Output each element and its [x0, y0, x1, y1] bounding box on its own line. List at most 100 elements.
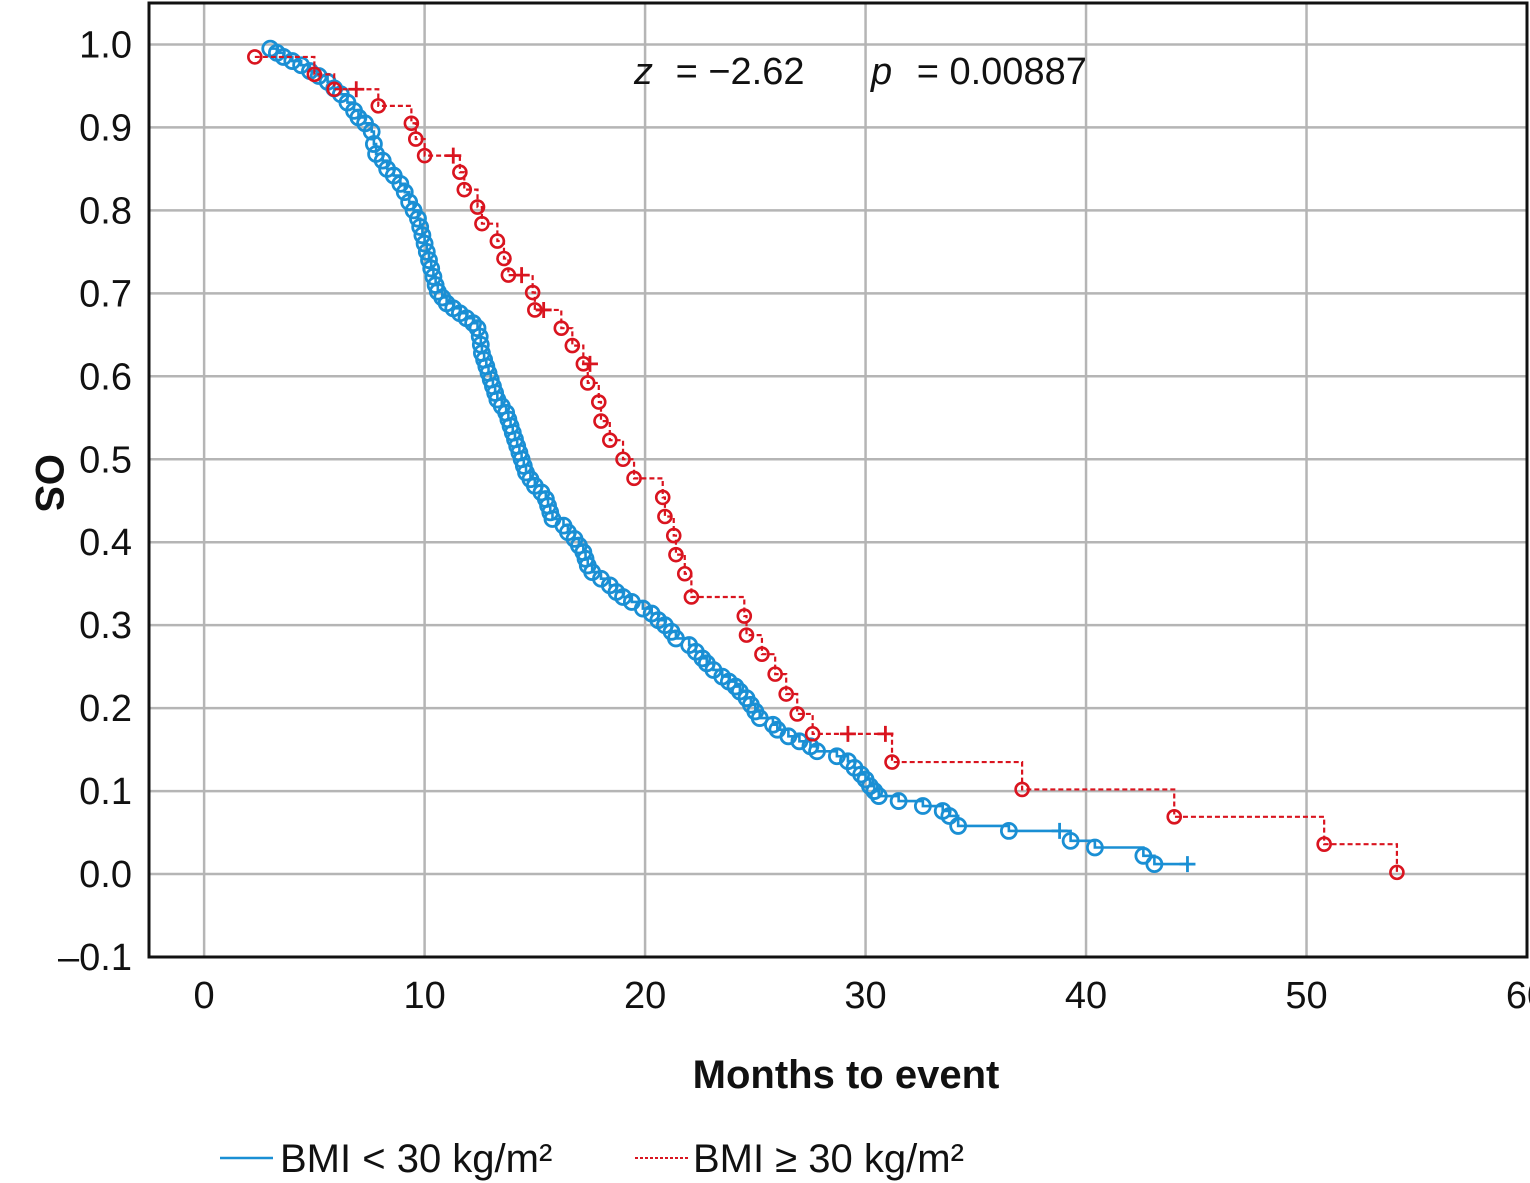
censor-marker [445, 147, 462, 164]
x-tick-label: 40 [1065, 975, 1107, 1017]
plot-frame [147, 1, 1529, 959]
event-marker [884, 754, 900, 770]
event-marker [808, 742, 826, 761]
event-marker [668, 546, 684, 563]
censor-marker [1179, 856, 1196, 873]
event-marker [415, 234, 434, 253]
x-tick-label: 50 [1285, 975, 1327, 1017]
event-marker [422, 259, 441, 278]
event-marker [789, 706, 806, 722]
x-tick-label: 10 [403, 975, 445, 1017]
event-marker [416, 147, 433, 164]
y-tick-label: 0.1 [79, 771, 132, 813]
event-marker [1014, 781, 1030, 798]
event-marker [602, 432, 618, 448]
event-marker [247, 49, 263, 65]
x-tick-label: 0 [194, 975, 215, 1017]
event-marker [1085, 838, 1104, 857]
event-marker [411, 218, 430, 236]
event-marker [395, 183, 414, 202]
event-marker [665, 527, 682, 544]
z-label: z [633, 51, 653, 93]
event-marker [738, 627, 755, 643]
event-marker [683, 589, 700, 605]
event-marker [889, 792, 908, 810]
event-marker [420, 251, 438, 270]
legend-label-bmi-30-plus: BMI ≥ 30 kg/m² [693, 1137, 964, 1181]
event-marker [676, 565, 693, 582]
y-tick-label: 0.8 [79, 190, 132, 232]
event-marker [626, 470, 642, 487]
event-marker [736, 608, 753, 624]
event-marker [468, 319, 487, 338]
event-marker [778, 686, 794, 702]
censor-marker [839, 725, 856, 742]
p-label: p [870, 51, 892, 93]
event-marker [407, 131, 424, 147]
series-bmi-30-plus [247, 49, 1405, 881]
z-value: = −2.62 [676, 51, 805, 93]
event-marker [913, 797, 932, 815]
event-marker [403, 115, 420, 132]
event-marker [767, 666, 783, 682]
y-tick-label: 0.0 [79, 854, 132, 896]
survival-curves [247, 39, 1405, 881]
event-marker [614, 588, 632, 606]
event-marker [779, 727, 798, 746]
y-tick-label: 0.6 [79, 356, 132, 398]
event-marker [1145, 855, 1164, 873]
y-tick-labels: 1.0 0.9 0.8 0.7 0.6 0.5 0.4 0.3 0.2 0.1 0.0 –0.1 [58, 24, 132, 979]
y-tick-label: 0.5 [79, 439, 132, 481]
event-marker [654, 489, 671, 506]
event-marker [940, 807, 959, 825]
event-marker [1061, 831, 1080, 850]
stat-annotation: z = −2.62 p = 0.00887 [633, 51, 1087, 93]
event-marker [804, 726, 821, 742]
event-marker [469, 199, 486, 215]
event-marker [496, 250, 512, 267]
event-marker [489, 233, 506, 249]
event-marker [1134, 846, 1153, 865]
event-marker [593, 413, 609, 429]
event-marker [861, 777, 879, 796]
y-tick-label: 0.2 [79, 688, 132, 730]
event-marker [524, 284, 541, 301]
event-marker [1316, 836, 1332, 852]
legend-label-bmi-under-30: BMI < 30 kg/m² [280, 1137, 552, 1181]
event-marker [693, 649, 712, 668]
censor-marker [1051, 822, 1068, 839]
event-marker [827, 747, 846, 766]
censor-marker [877, 725, 894, 742]
event-marker [1389, 864, 1405, 881]
event-marker [292, 56, 311, 75]
event-marker [949, 817, 968, 835]
censor-marker [513, 267, 530, 284]
event-marker [306, 66, 323, 83]
event-marker [852, 765, 871, 784]
event-marker [764, 715, 782, 734]
event-marker [754, 646, 770, 663]
event-marker [564, 337, 581, 354]
event-marker [999, 822, 1018, 840]
p-value: = 0.00887 [917, 51, 1087, 93]
event-marker [370, 98, 387, 114]
y-tick-label: –0.1 [58, 937, 132, 979]
event-marker [283, 52, 302, 70]
event-marker [456, 181, 473, 198]
event-marker [657, 508, 673, 525]
x-tick-label: 20 [624, 975, 666, 1017]
censor-marker [581, 355, 598, 372]
legend: BMI < 30 kg/m² BMI ≥ 30 kg/m² [220, 1137, 964, 1181]
y-tick-label: 0.7 [79, 273, 132, 315]
censor-marker [535, 301, 552, 318]
y-tick-label: 0.9 [79, 107, 132, 149]
y-tick-label: 1.0 [79, 24, 132, 66]
series-bmi-under-30 [261, 39, 1196, 873]
x-tick-label: 30 [844, 975, 886, 1017]
event-marker [364, 135, 383, 153]
event-marker [470, 327, 489, 346]
event-marker [452, 164, 468, 181]
event-marker [590, 394, 607, 410]
